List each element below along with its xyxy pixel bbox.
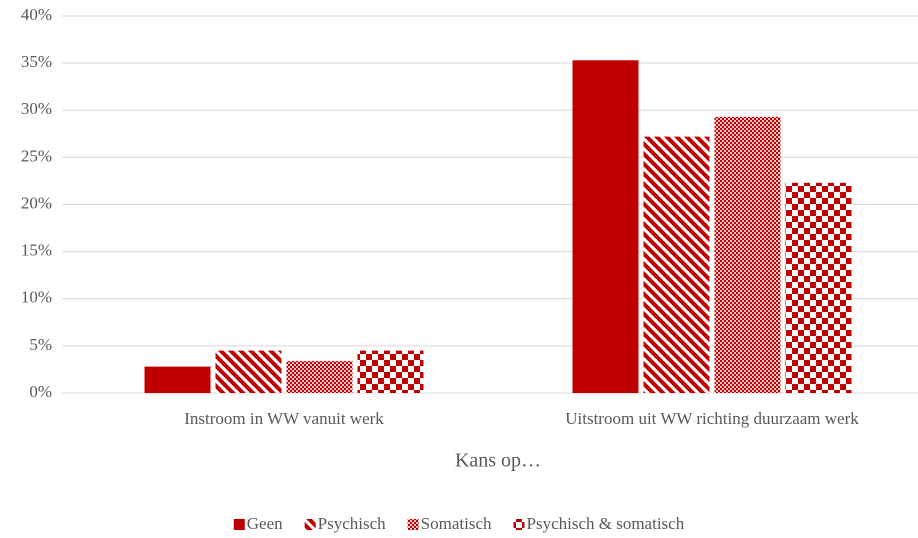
bar bbox=[357, 350, 424, 393]
y-tick-label: 40% bbox=[21, 5, 52, 24]
x-tick-label: Uitstroom uit WW richting duurzaam werk bbox=[565, 409, 859, 428]
legend-marker bbox=[407, 519, 419, 530]
legend-label: Psychisch bbox=[318, 514, 387, 533]
bar bbox=[144, 366, 211, 393]
y-tick-label: 15% bbox=[21, 241, 52, 260]
legend-item: Geen bbox=[233, 514, 283, 533]
y-tick-label: 30% bbox=[21, 99, 52, 118]
y-tick-label: 20% bbox=[21, 193, 52, 212]
legend-label: Somatisch bbox=[421, 514, 492, 533]
legend-marker bbox=[233, 519, 245, 530]
bar bbox=[714, 116, 781, 393]
x-tick-label: Instroom in WW vanuit werk bbox=[184, 409, 384, 428]
bar bbox=[286, 360, 353, 393]
bar bbox=[572, 60, 639, 394]
bar bbox=[215, 350, 282, 393]
bar bbox=[643, 136, 710, 393]
legend-marker bbox=[513, 519, 525, 530]
legend-item: Somatisch bbox=[407, 514, 492, 533]
x-axis-title: Kans op… bbox=[455, 450, 541, 472]
y-tick-label: 35% bbox=[21, 52, 52, 71]
legend-item: Psychisch & somatisch bbox=[513, 514, 685, 533]
bar bbox=[785, 182, 852, 393]
legend-item: Psychisch bbox=[304, 514, 387, 533]
y-tick-label: 25% bbox=[21, 146, 52, 165]
legend-label: Psychisch & somatisch bbox=[527, 514, 685, 533]
legend-label: Geen bbox=[247, 514, 283, 533]
y-tick-label: 0% bbox=[29, 382, 52, 401]
y-tick-label: 10% bbox=[21, 288, 52, 307]
legend-marker bbox=[304, 519, 316, 530]
y-tick-label: 5% bbox=[29, 335, 52, 354]
